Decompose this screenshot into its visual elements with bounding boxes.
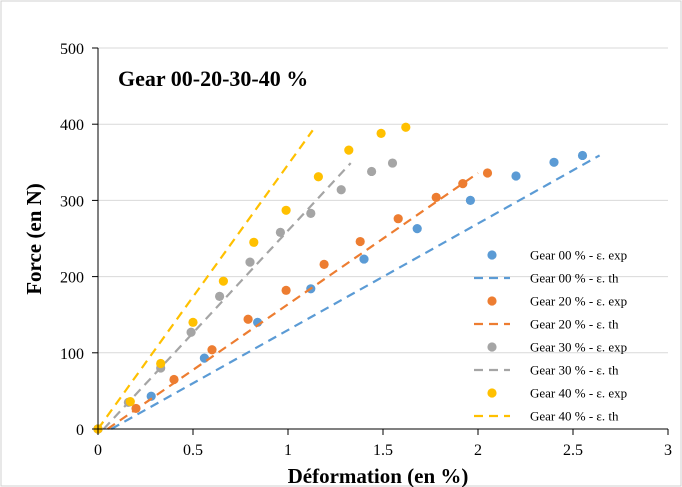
data-point-s6-8 (344, 145, 354, 155)
data-point-s2-8 (393, 214, 403, 224)
data-point-s2-11 (482, 168, 493, 178)
legend-label-6: Gear 40 % - ε. exp (530, 386, 627, 401)
data-point-s6-2 (156, 358, 166, 369)
x-tick-label-2: 1 (284, 442, 292, 459)
data-point-s4-8 (336, 185, 346, 195)
data-point-s6-10 (401, 122, 411, 132)
x-tick-label-1: 0.5 (183, 442, 203, 459)
data-point-s2-5 (281, 285, 291, 295)
data-point-s4-7 (306, 208, 316, 218)
series-line-1 (110, 154, 601, 430)
data-point-s0-8 (511, 171, 521, 181)
x-tick-label-4: 2 (474, 442, 482, 459)
legend-swatch-6 (487, 388, 497, 398)
ticks-layer: 0 100 200 300 400 500 0 0.5 1 1.5 2 2.5 3 (60, 41, 672, 459)
series-layer (93, 122, 601, 434)
legend-swatch-0 (487, 250, 497, 260)
data-point-s0-10 (577, 150, 588, 161)
y-tick-label-0: 0 (76, 422, 84, 439)
legend-label-4: Gear 30 % - ε. exp (530, 340, 627, 355)
data-point-s6-3 (188, 317, 198, 327)
series-line-3 (106, 172, 479, 430)
x-tick-label-6: 3 (664, 442, 672, 459)
legend-label-3: Gear 20 % - ε. th (530, 317, 619, 332)
x-tick-label-0: 0 (94, 442, 102, 459)
legend-label-5: Gear 30 % - ε. th (530, 363, 619, 378)
y-tick-label-3: 300 (60, 193, 84, 210)
legend-label-2: Gear 20 % - ε. exp (530, 294, 627, 309)
y-tick-label-1: 100 (60, 346, 84, 363)
grid-layer (98, 47, 668, 354)
data-point-s2-9 (431, 192, 441, 202)
legend-label-7: Gear 40 % - ε. th (530, 409, 619, 424)
legend-swatch-2 (487, 296, 497, 306)
legend-label-1: Gear 00 % - ε. th (530, 271, 619, 286)
data-point-s0-7 (465, 195, 475, 205)
y-tick-label-2: 200 (60, 270, 84, 287)
data-point-s2-6 (319, 259, 329, 270)
chart-title: Gear 00-20-30-40 % (118, 66, 308, 91)
y-tick-label-5: 500 (60, 41, 84, 58)
series-line-5 (102, 162, 352, 430)
x-tick-label-5: 2.5 (563, 442, 583, 459)
data-point-s0-1 (146, 391, 156, 401)
y-axis-title: Force (en N) (22, 183, 46, 295)
data-point-s2-4 (243, 314, 253, 324)
x-tick-label-3: 1.5 (373, 442, 393, 459)
axes-layer (92, 47, 669, 435)
data-point-s4-3 (186, 327, 196, 337)
data-point-s6-1 (125, 396, 135, 407)
data-point-s0-5 (359, 254, 369, 264)
data-point-s4-5 (245, 257, 255, 267)
data-point-s4-4 (215, 291, 225, 302)
x-axis-title: Déformation (en %) (288, 464, 469, 487)
data-point-s6-5 (249, 237, 259, 247)
series-line-7 (97, 129, 314, 430)
y-tick-label-4: 400 (60, 117, 84, 134)
data-point-s6-9 (376, 128, 386, 138)
data-point-s0-9 (549, 157, 559, 167)
legend-swatch-4 (487, 342, 497, 352)
data-point-s0-6 (412, 223, 422, 234)
data-point-s6-6 (281, 205, 291, 215)
data-point-s4-9 (367, 166, 377, 177)
data-point-s6-7 (313, 172, 323, 182)
data-point-s2-3 (207, 345, 217, 355)
data-point-s0-2 (199, 353, 209, 363)
data-point-s2-7 (355, 236, 365, 247)
data-point-s4-10 (387, 158, 398, 168)
legend-label-0: Gear 00 % - ε. exp (530, 248, 627, 263)
data-point-s6-4 (218, 276, 228, 286)
legend: Gear 00 % - ε. exp Gear 00 % - ε. th Gear … (474, 248, 627, 424)
data-point-s4-6 (275, 227, 285, 238)
